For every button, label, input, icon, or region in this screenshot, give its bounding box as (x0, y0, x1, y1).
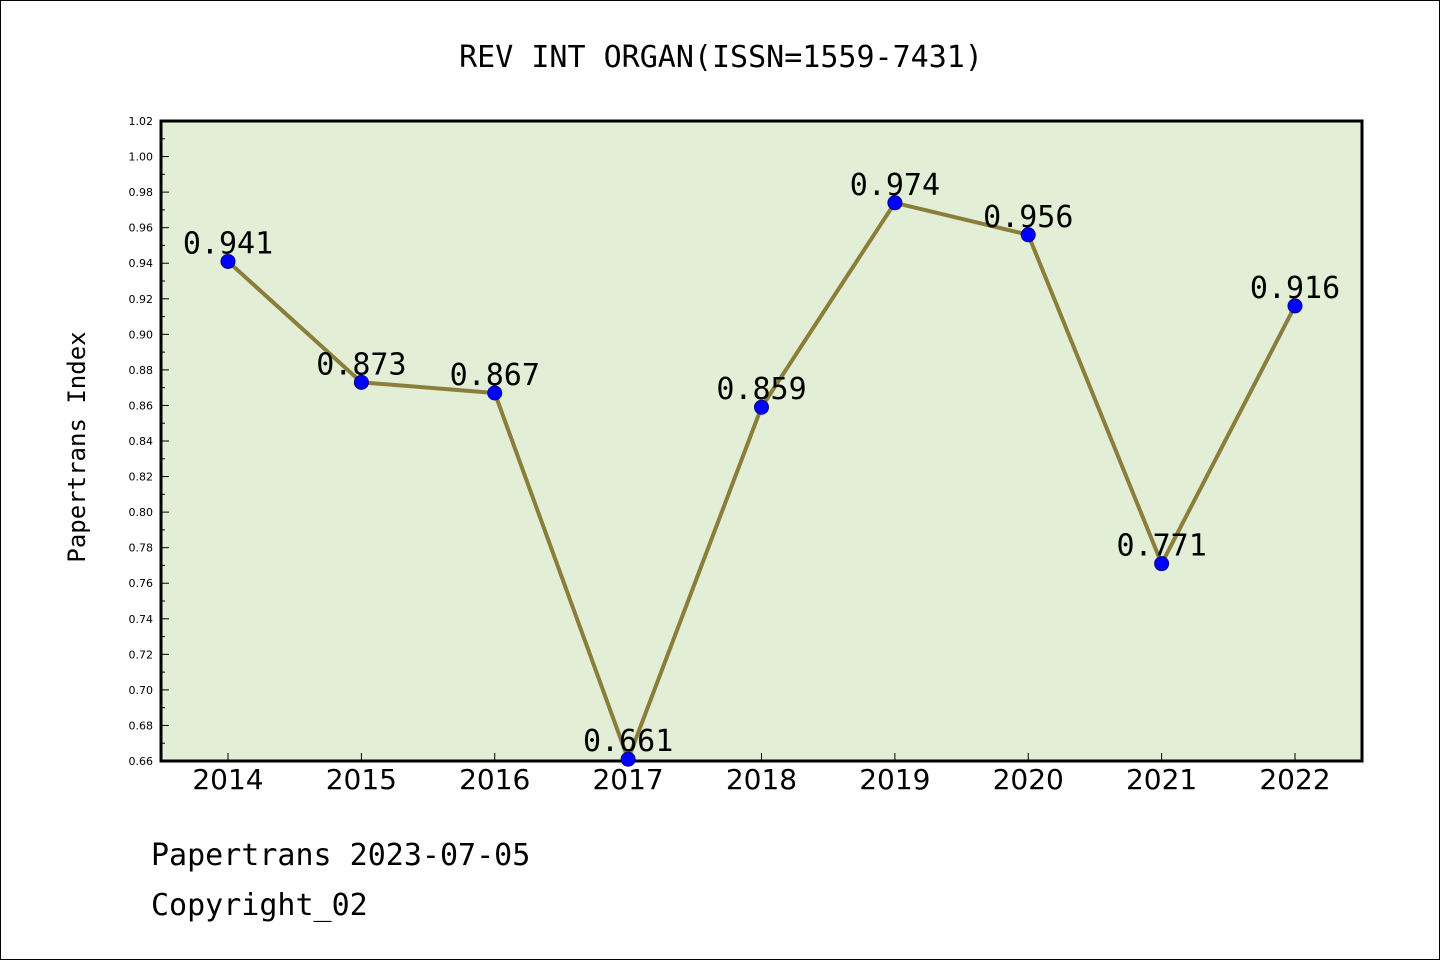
y-tick-label: 1.02 (129, 115, 154, 128)
y-tick-label: 0.66 (129, 755, 154, 768)
y-tick-label: 0.72 (129, 648, 154, 661)
x-tick-label: 2016 (459, 763, 530, 796)
x-tick-label: 2020 (993, 763, 1064, 796)
y-tick-label: 0.78 (129, 542, 154, 555)
data-point (1154, 556, 1170, 572)
marker-group (220, 195, 1303, 767)
y-axis-ticks: 0.66 0.68 0.70 0.72 0.74 0.76 0.78 0.80 0.82 0.84… (129, 115, 169, 768)
y-tick-label: 0.68 (129, 719, 154, 732)
y-tick-label: 0.98 (129, 186, 154, 199)
x-tick-label: 2019 (859, 763, 930, 796)
x-tick-label: 2017 (592, 763, 663, 796)
y-tick-label: 0.90 (129, 328, 154, 341)
y-tick-label: 0.94 (129, 257, 154, 270)
data-label: 0.873 (316, 347, 406, 382)
x-tick-label: 2022 (1259, 763, 1330, 796)
data-label: 0.867 (450, 358, 540, 393)
data-label: 0.916 (1250, 271, 1340, 306)
data-point (487, 385, 503, 401)
x-tick-label: 2021 (1126, 763, 1197, 796)
y-tick-label: 0.82 (129, 471, 154, 484)
data-label: 0.956 (983, 200, 1073, 235)
footer-date: Papertrans 2023-07-05 (151, 838, 530, 873)
y-tick-label: 0.96 (129, 222, 154, 235)
y-tick-label: 0.70 (129, 684, 154, 697)
y-tick-label: 0.88 (129, 364, 154, 377)
data-label: 0.771 (1116, 529, 1206, 564)
data-point (220, 253, 236, 269)
data-point (1020, 227, 1036, 243)
data-label: 0.859 (716, 372, 806, 407)
x-tick-label: 2018 (726, 763, 797, 796)
y-tick-label: 0.80 (129, 506, 154, 519)
footer-copyright: Copyright_02 (151, 888, 368, 923)
y-tick-label: 0.74 (129, 613, 154, 626)
x-tick-label: 2014 (192, 763, 263, 796)
y-axis-label: Papertrans Index (63, 331, 91, 562)
x-axis-ticks: 2014 2015 2016 2017 2018 2019 2020 2021 2022 (192, 753, 1331, 796)
data-point (353, 374, 369, 390)
y-tick-label: 1.00 (129, 151, 154, 164)
data-point (754, 399, 769, 415)
data-label: 0.974 (850, 168, 940, 203)
data-label: 0.661 (583, 724, 673, 759)
y-tick-label: 0.84 (129, 435, 154, 448)
y-tick-label: 0.86 (129, 399, 154, 412)
data-point (620, 751, 636, 767)
y-tick-label: 0.76 (129, 577, 154, 590)
data-point (887, 195, 903, 211)
plot-area (159, 119, 1364, 763)
data-label: 0.941 (183, 226, 273, 261)
y-tick-label: 0.92 (129, 293, 154, 306)
data-point (1287, 298, 1303, 314)
data-label-group: 0.941 0.873 0.867 0.661 0.859 0.974 0.956 0.771… (183, 168, 1340, 759)
chart-title: REV INT ORGAN(ISSN=1559-7431) (459, 40, 983, 75)
x-tick-label: 2015 (326, 763, 397, 796)
